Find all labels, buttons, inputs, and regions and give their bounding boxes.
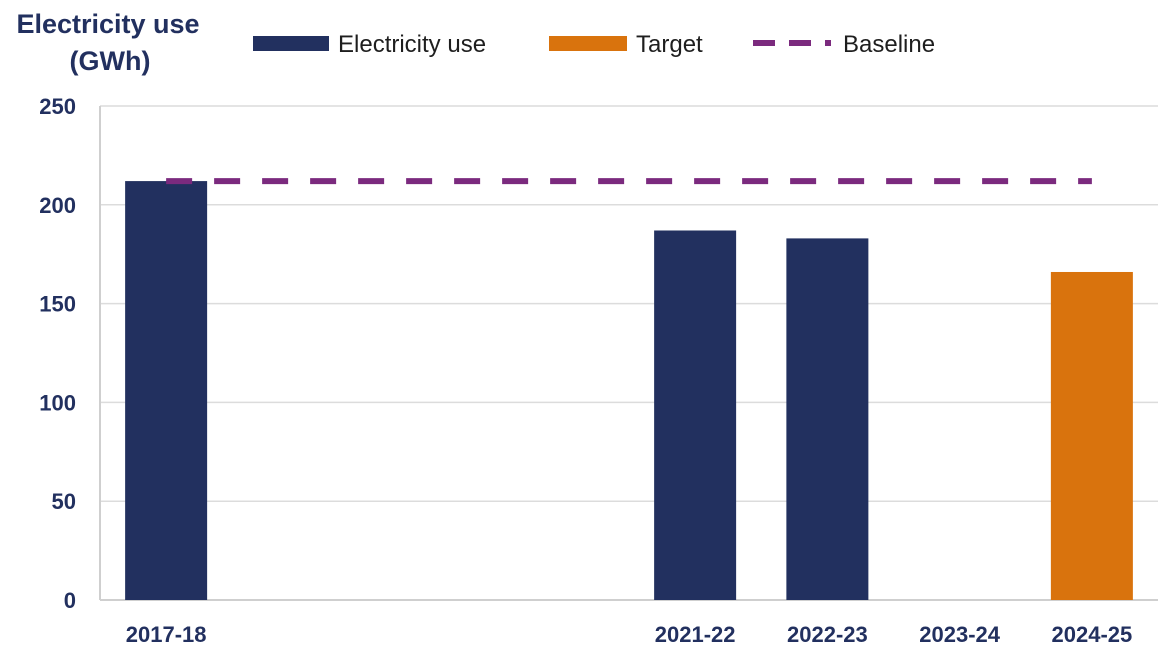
y-tick-label: 200 (39, 193, 76, 218)
y-axis-title-line-1: Electricity use (16, 9, 199, 39)
legend-label-baseline: Baseline (843, 31, 935, 58)
x-tick-label: 2023-24 (919, 622, 1001, 647)
legend-label-target: Target (636, 31, 703, 58)
x-tick-label: 2022-23 (787, 622, 868, 647)
y-tick-label: 250 (39, 94, 76, 119)
legend-label-electricity-use: Electricity use (338, 31, 486, 58)
y-tick-label: 150 (39, 292, 76, 317)
y-tick-label: 0 (64, 588, 76, 613)
y-axis-title: Electricity use (GWh) (16, 9, 199, 76)
bar-electricity-use (786, 238, 869, 600)
bar-target (1050, 271, 1133, 600)
bars (125, 181, 1133, 600)
x-tick-label: 2021-22 (655, 622, 736, 647)
y-axis: 0 50 100 150 200 250 (39, 94, 101, 613)
bar-electricity-use (654, 230, 737, 600)
x-tick-label: 2024-25 (1052, 622, 1133, 647)
y-tick-label: 50 (52, 489, 76, 514)
x-tick-label: 2017-18 (126, 622, 207, 647)
bar-electricity-use (125, 181, 208, 600)
gridlines (100, 105, 1158, 601)
x-axis: 2017-18 2021-22 2022-23 2023-24 2024-25 (126, 622, 1133, 647)
legend-swatch-target (549, 36, 627, 51)
y-axis-title-line-2: (GWh) (70, 46, 151, 76)
legend: Electricity use Target Baseline (253, 31, 935, 58)
y-tick-label: 100 (39, 390, 76, 415)
legend-swatch-electricity-use (253, 36, 329, 51)
